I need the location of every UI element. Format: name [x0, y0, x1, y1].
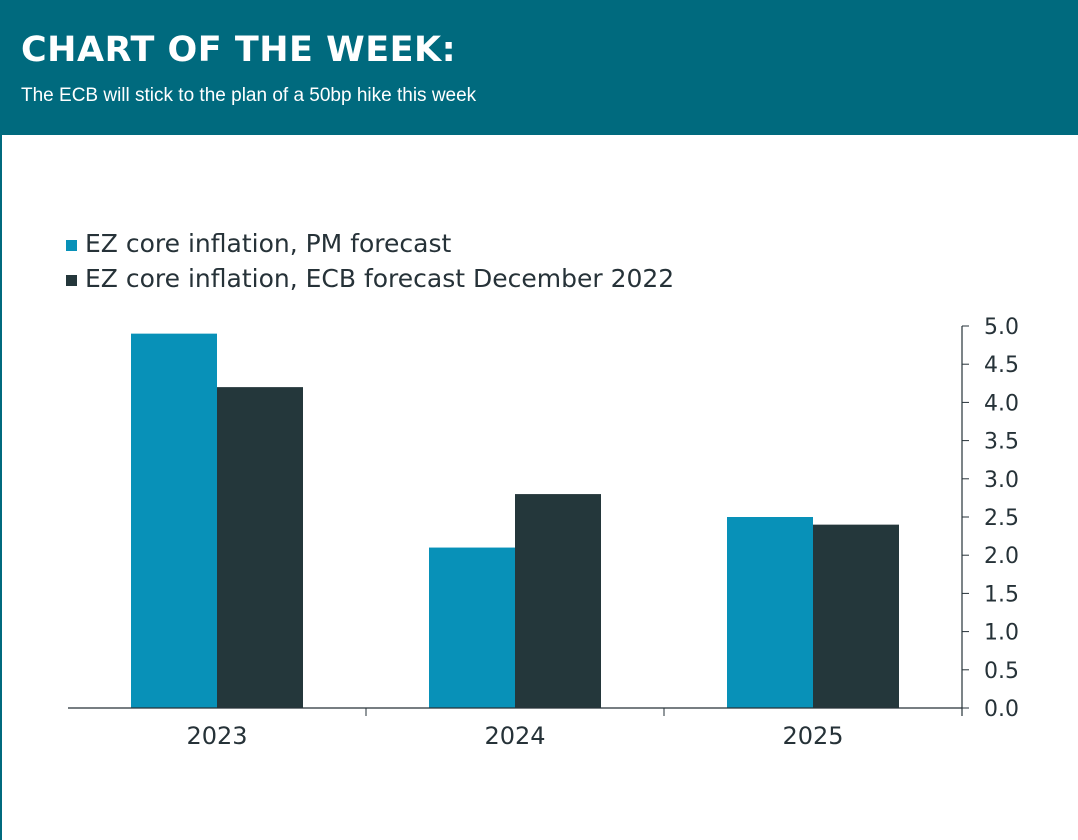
legend-label-pm: EZ core inflation, PM forecast	[85, 229, 452, 258]
chart-legend: EZ core inflation, PM forecast EZ core i…	[66, 226, 674, 296]
x-tick-label-2025: 2025	[782, 722, 843, 750]
bar-pm-2025	[727, 517, 813, 708]
header-banner: CHART OF THE WEEK: The ECB will stick to…	[0, 0, 1078, 135]
y-tick-label: 0.5	[984, 659, 1019, 684]
bar-chart: 2023 2024 2025 0.0 0.5 1.0 1.5 2.0 2.5 3.0 3.5 4.0 4…	[68, 315, 1019, 750]
y-tick-label: 3.5	[984, 430, 1019, 455]
bar-pm-2024	[429, 547, 515, 708]
y-tick-label: 4.0	[984, 391, 1019, 416]
bar-ecb-2025	[813, 524, 899, 708]
x-tick-label-2023: 2023	[186, 722, 247, 750]
legend-item-ecb: EZ core inflation, ECB forecast December…	[66, 261, 674, 296]
bar-pm-2023	[131, 333, 217, 708]
x-tick-label-2024: 2024	[484, 722, 545, 750]
legend-swatch-pm	[66, 240, 77, 251]
y-tick-label: 5.0	[984, 315, 1019, 340]
legend-swatch-ecb	[66, 275, 77, 286]
y-tick-label: 1.0	[984, 621, 1019, 646]
page-title: CHART OF THE WEEK:	[21, 30, 457, 70]
legend-item-pm: EZ core inflation, PM forecast	[66, 226, 674, 261]
bar-ecb-2023	[217, 387, 303, 708]
legend-label-ecb: EZ core inflation, ECB forecast December…	[85, 264, 675, 293]
bar-ecb-2024	[515, 494, 601, 708]
y-tick-label: 2.5	[984, 506, 1019, 531]
y-tick-label: 0.0	[984, 697, 1019, 722]
page-subtitle: The ECB will stick to the plan of a 50bp…	[21, 85, 477, 106]
y-tick-label: 1.5	[984, 582, 1019, 607]
y-tick-label: 4.5	[984, 353, 1019, 378]
frame-border	[0, 135, 2, 840]
y-tick-label: 2.0	[984, 544, 1019, 569]
y-tick-label: 3.0	[984, 468, 1019, 493]
